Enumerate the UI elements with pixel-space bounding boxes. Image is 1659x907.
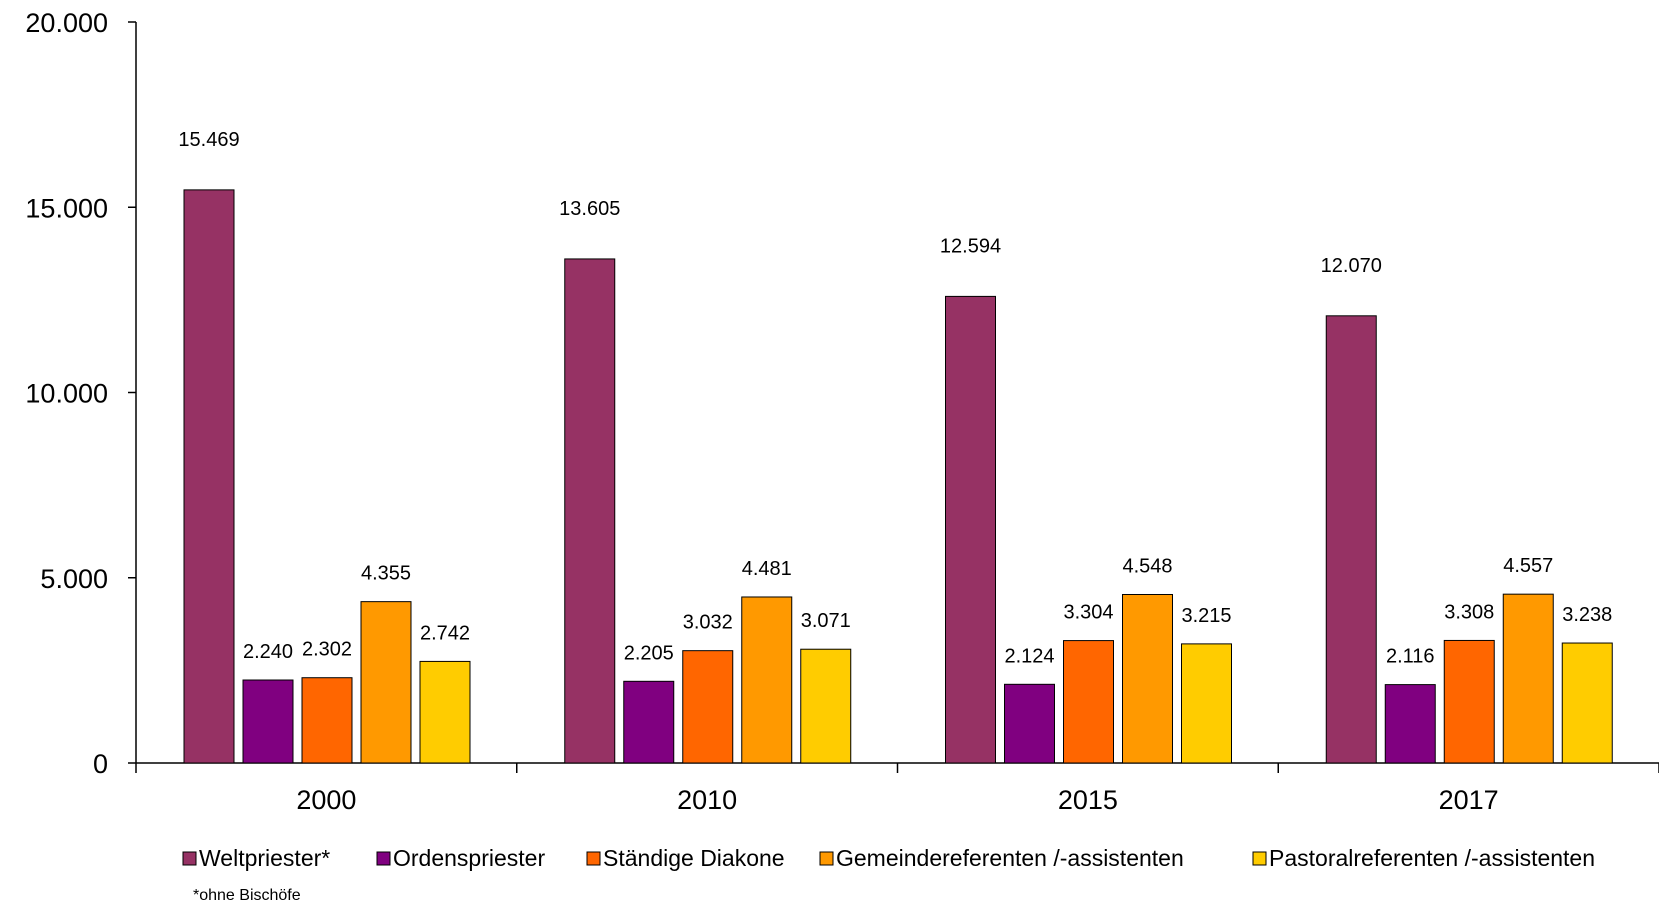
bar-3 xyxy=(1443,639,1495,764)
legend-label: Weltpriester* xyxy=(199,845,330,871)
x-category-label: 2010 xyxy=(677,785,737,815)
data-label: 4.557 xyxy=(1503,555,1553,577)
legend-label: Pastoralreferenten /-assistenten xyxy=(1269,845,1595,871)
data-label: 2.124 xyxy=(1004,645,1054,667)
data-label: 3.215 xyxy=(1181,605,1231,627)
bar-4 xyxy=(1502,593,1554,764)
bar-5 xyxy=(1181,643,1232,764)
bar-5 xyxy=(800,648,852,764)
bar-1 xyxy=(1325,315,1377,764)
x-category-label: 2017 xyxy=(1439,785,1499,815)
data-label: 12.594 xyxy=(940,235,1001,257)
legend-label: Gemeindereferenten /-assistenten xyxy=(836,845,1184,871)
legend-swatch xyxy=(1252,851,1267,866)
data-label: 3.308 xyxy=(1444,601,1494,623)
bar-1 xyxy=(945,295,996,764)
data-label: 2.116 xyxy=(1386,646,1435,668)
legend-swatch xyxy=(182,851,197,866)
bar-2 xyxy=(242,679,294,764)
legend-label: Ständige Diakone xyxy=(603,845,785,871)
bar-3 xyxy=(1063,640,1114,764)
data-label: 2.742 xyxy=(420,622,470,644)
legend-swatch xyxy=(819,851,834,866)
bar-3 xyxy=(682,650,734,764)
data-label: 12.070 xyxy=(1321,255,1382,277)
data-label: 3.304 xyxy=(1063,602,1113,624)
data-label: 3.071 xyxy=(801,610,851,632)
data-label: 2.205 xyxy=(624,642,674,664)
data-label: 2.240 xyxy=(243,641,293,663)
bar-4 xyxy=(1122,593,1173,764)
bar-4 xyxy=(360,601,412,764)
bar-2 xyxy=(623,680,675,764)
data-label: 3.032 xyxy=(683,612,733,634)
bar-1 xyxy=(183,189,235,764)
data-label: 4.355 xyxy=(361,563,411,585)
bar-2 xyxy=(1004,683,1055,764)
y-tick-label: 5.000 xyxy=(40,564,108,594)
legend-label: Ordenspriester xyxy=(393,845,545,871)
footnote: *ohne Bischöfe xyxy=(193,887,301,904)
data-label: 4.481 xyxy=(742,558,792,580)
data-label: 4.548 xyxy=(1122,555,1172,577)
y-tick-label: 10.000 xyxy=(25,379,108,409)
bar-5 xyxy=(1561,642,1613,764)
x-category-label: 2015 xyxy=(1058,785,1118,815)
bar-5 xyxy=(419,660,471,764)
x-category-label: 2000 xyxy=(296,785,356,815)
data-label: 13.605 xyxy=(559,198,620,220)
bar-4 xyxy=(741,596,793,764)
data-label: 2.302 xyxy=(302,639,352,661)
y-tick-label: 0 xyxy=(93,749,108,779)
y-tick-label: 15.000 xyxy=(25,193,108,223)
bar-3 xyxy=(301,677,353,764)
y-tick-label: 20.000 xyxy=(25,8,108,38)
legend-swatch xyxy=(376,851,391,866)
data-label: 3.238 xyxy=(1562,604,1612,626)
bar-1 xyxy=(564,258,616,764)
legend-swatch xyxy=(586,851,601,866)
data-label: 15.469 xyxy=(178,129,239,151)
bar-2 xyxy=(1384,684,1436,764)
